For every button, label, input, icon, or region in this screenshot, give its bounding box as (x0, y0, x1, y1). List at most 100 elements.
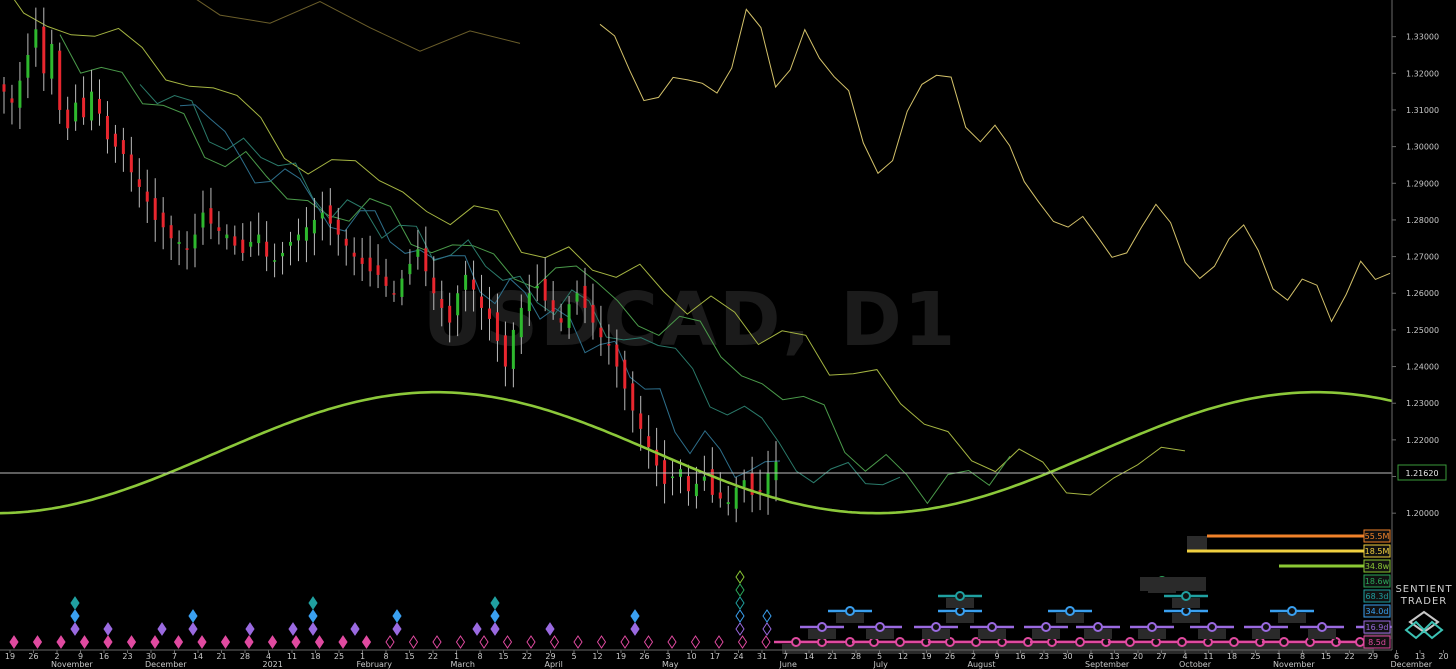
x-day-label: 15 (1321, 652, 1331, 661)
x-day-label: 20 (1438, 652, 1448, 661)
cycle-diamond (620, 635, 630, 649)
watermark: USDCAD, D1 (423, 277, 958, 363)
cycle-range-box (1038, 644, 1066, 654)
cycle-trough-circle (1305, 637, 1315, 647)
cycle-trough-circle (1287, 606, 1297, 616)
cycle-range-box (936, 644, 964, 654)
cycle-trough-circle (931, 622, 941, 632)
y-tick-label: 1.22000 (1406, 436, 1439, 445)
candle-body (591, 304, 595, 323)
cycle-trough-circle (1065, 606, 1075, 616)
cycle-diamond (197, 635, 207, 649)
cycle-diamond (737, 635, 748, 649)
cycle-range-box (1246, 644, 1274, 654)
candle-body (647, 436, 651, 448)
candle-body (511, 329, 515, 369)
candle-body (161, 212, 165, 228)
x-month-label: May (662, 660, 679, 669)
projected-lines (13, 0, 1391, 505)
cycle-diamond (288, 622, 298, 636)
cycle-range-box (1346, 644, 1374, 654)
price-badge-text: 1.21620 (1405, 469, 1438, 478)
candle-body (559, 318, 563, 323)
x-day-label: 9 (78, 652, 83, 661)
cycle-range-box (1014, 644, 1042, 654)
candle-body (694, 483, 698, 497)
x-day-label: 16 (1015, 652, 1025, 661)
cycle-badge-box (1363, 559, 1391, 573)
cycle-diamond (32, 635, 43, 649)
y-tick-label: 1.25000 (1406, 326, 1439, 335)
cycle-trough-circle (869, 637, 879, 647)
x-day-label: 11 (287, 652, 297, 661)
sine-wave (0, 390, 1393, 515)
cycle-badge-label: 8.5d (1368, 638, 1386, 647)
candle-body (153, 198, 157, 220)
candle-body (583, 285, 587, 308)
candle-body (368, 257, 372, 272)
candle-body (193, 234, 197, 249)
x-day-label: 8 (477, 652, 482, 661)
x-day-label: 27 (1156, 652, 1166, 661)
cycle-diamond (545, 622, 555, 636)
cycle-trough-circle (875, 622, 885, 632)
candle-body (185, 248, 189, 250)
cycle-diamond (630, 609, 640, 623)
x-day-label: 18 (1227, 652, 1237, 661)
cycle-badge-label: 18.6w (1365, 577, 1390, 586)
candle-body (376, 265, 380, 275)
cycle-range-box (1308, 629, 1336, 639)
cycle-range-box (1140, 577, 1206, 591)
candle-body (50, 43, 54, 79)
cycle-range-box (808, 644, 836, 654)
x-month-label: April (545, 660, 563, 669)
candle-body (448, 305, 452, 323)
cycle-trough-circle (1151, 637, 1161, 647)
cycle-trough-circle (955, 591, 965, 601)
x-day-label: 28 (851, 652, 861, 661)
candle-body (432, 277, 436, 294)
x-day-label: 22 (428, 652, 438, 661)
cycle-badge-box (1363, 635, 1391, 649)
candle-body (774, 461, 778, 481)
candle-body (177, 241, 181, 244)
x-month-label: February (357, 660, 393, 669)
cycle-diamond (314, 635, 325, 649)
x-axis-month-labels: November December 2021 February March April Ma… (51, 660, 1433, 669)
x-month-label: March (451, 660, 475, 669)
cycle-badge-label: 68.3d (1366, 592, 1389, 601)
x-day-label: 8 (1300, 652, 1305, 661)
x-day-label: 12 (592, 652, 602, 661)
x-day-label: 22 (1344, 652, 1354, 661)
cycle-range-box (1092, 644, 1120, 654)
cycle-range-box (782, 644, 810, 654)
cycle-range-box (978, 629, 1006, 639)
y-tick-label: 1.30000 (1406, 143, 1439, 152)
cycle-range-box (1066, 644, 1094, 654)
cycle-diamond (56, 635, 66, 649)
y-tick-label: 1.26000 (1406, 289, 1439, 298)
x-day-label: 3 (665, 652, 670, 661)
candle-body (472, 279, 476, 290)
candle-body (281, 252, 285, 257)
candle-body (289, 241, 293, 246)
x-day-label: 29 (545, 652, 555, 661)
candle-body (519, 307, 523, 338)
cycle-diamond (735, 596, 745, 610)
x-day-label: 30 (1062, 652, 1072, 661)
y-tick-label: 1.20000 (1406, 509, 1439, 518)
cycle-diamond (338, 635, 348, 649)
cycle-range-box (836, 613, 864, 623)
candle-body (257, 234, 261, 244)
x-day-label: 29 (1368, 652, 1378, 661)
cycle-range-box (1142, 644, 1170, 654)
cycle-trough-circle (1181, 591, 1191, 601)
x-day-label: 15 (404, 652, 414, 661)
cycle-trough-circle (845, 606, 855, 616)
cycle-diamond (761, 635, 771, 649)
cycle-diamond (79, 635, 90, 649)
cycle-trough-circle (987, 622, 997, 632)
cycle-diamond (455, 635, 466, 649)
cycle-diamond (70, 622, 80, 636)
cycle-badge-box (1363, 620, 1391, 634)
